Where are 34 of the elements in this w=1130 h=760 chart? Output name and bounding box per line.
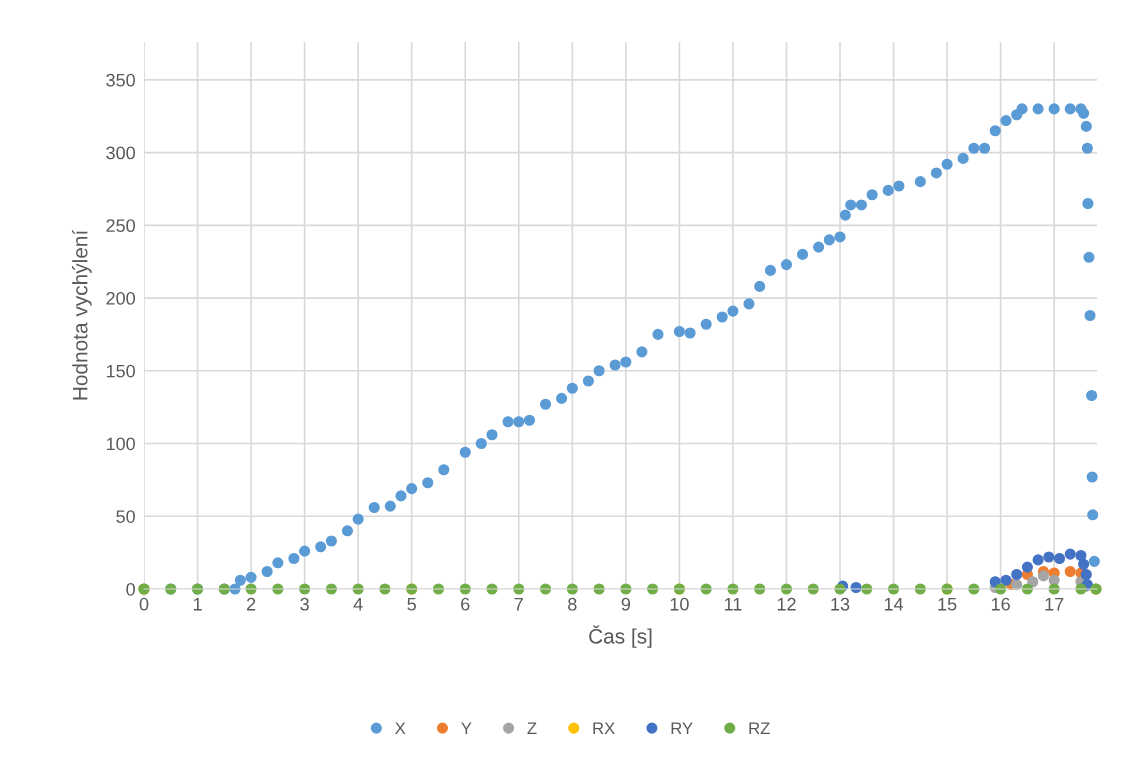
y-tick-label: 50 (116, 510, 135, 523)
legend-label: RZ (749, 722, 770, 734)
y-tick-label: 300 (106, 146, 135, 160)
x-tick-label: 2 (246, 597, 256, 611)
legend-label: Z (527, 722, 537, 734)
y-tick-label: 100 (106, 437, 135, 451)
x-tick-label: 16 (991, 597, 1010, 611)
x-tick-label: 17 (1045, 598, 1064, 611)
y-tick-label: 0 (126, 582, 135, 596)
y-tick-label: 200 (106, 291, 135, 305)
x-tick-label: 6 (461, 597, 470, 611)
x-tick-label: 9 (621, 597, 631, 611)
legend-label: X (395, 722, 406, 734)
y-tick-label: 350 (106, 73, 135, 87)
y-axis-title: Hodnota vychýlení (71, 229, 92, 400)
x-tick-label: 13 (831, 597, 850, 611)
x-tick-label: 10 (670, 597, 689, 611)
x-tick-label: 0 (139, 597, 149, 611)
x-tick-label: 3 (300, 597, 309, 611)
y-tick-label: 250 (106, 219, 135, 233)
y-tick-label: 150 (106, 364, 135, 378)
x-tick-label: 5 (407, 598, 416, 611)
x-tick-label: 8 (568, 597, 577, 611)
legend-label: Y (461, 722, 472, 734)
x-tick-label: 12 (777, 597, 796, 611)
legend-label: RY (671, 722, 693, 734)
x-tick-label: 11 (724, 598, 742, 611)
x-tick-label: 14 (884, 598, 904, 611)
legend-label: RX (593, 722, 615, 734)
x-axis-title: Čas [s] (589, 625, 652, 648)
x-tick-label: 7 (514, 598, 523, 611)
x-tick-label: 1 (193, 598, 202, 611)
x-tick-label: 4 (353, 598, 363, 611)
x-tick-label: 15 (938, 598, 957, 611)
